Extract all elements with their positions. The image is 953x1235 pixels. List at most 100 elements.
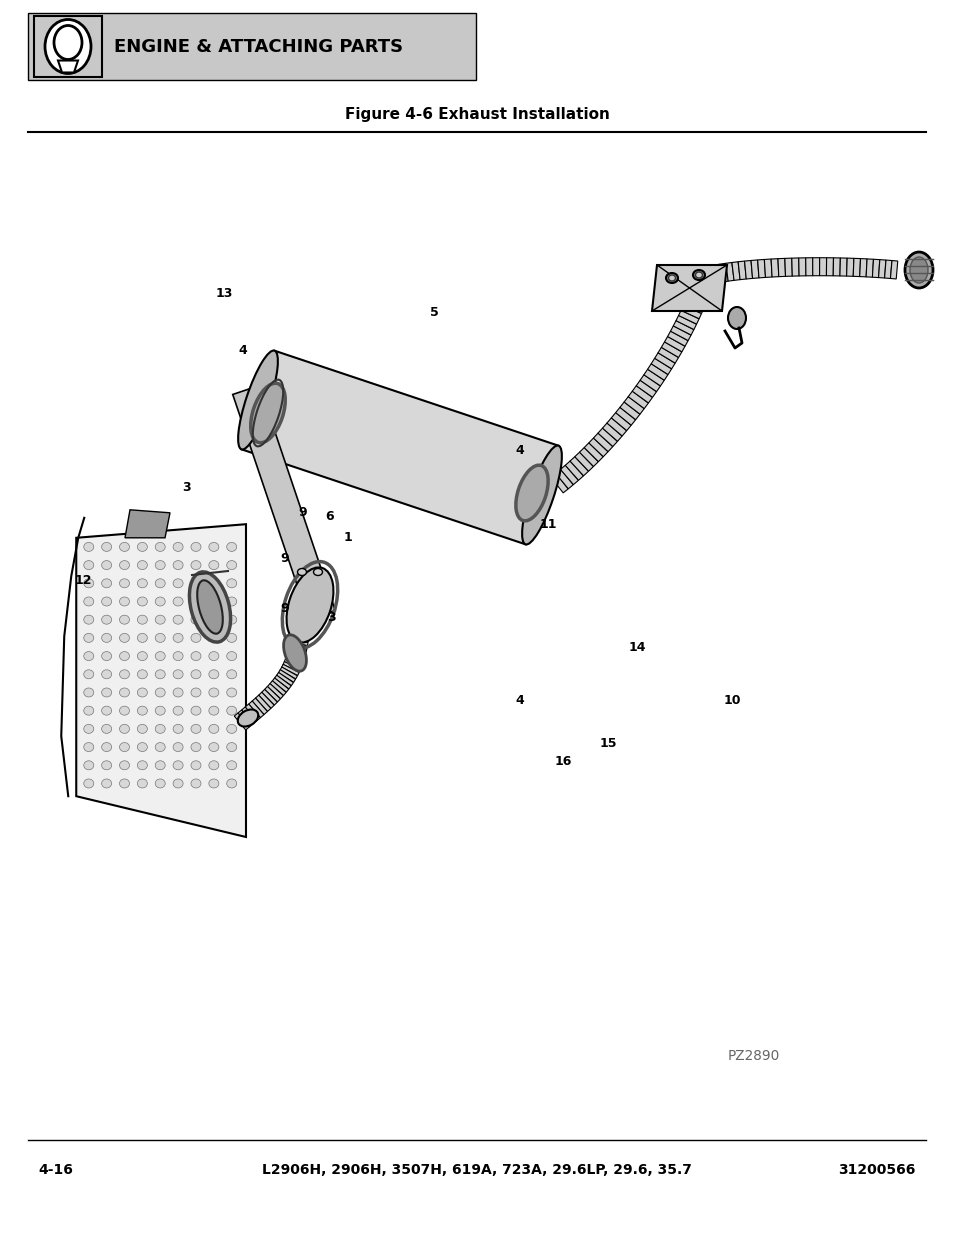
Polygon shape <box>720 263 727 282</box>
Text: 6: 6 <box>324 510 334 522</box>
Ellipse shape <box>209 742 218 752</box>
Ellipse shape <box>191 669 201 679</box>
Polygon shape <box>750 259 759 278</box>
Ellipse shape <box>137 669 147 679</box>
Polygon shape <box>583 443 602 462</box>
Ellipse shape <box>238 351 277 450</box>
Polygon shape <box>258 692 274 709</box>
Text: 3: 3 <box>181 482 191 494</box>
Ellipse shape <box>227 652 236 661</box>
Ellipse shape <box>155 597 165 606</box>
Ellipse shape <box>191 725 201 734</box>
Ellipse shape <box>172 779 183 788</box>
Polygon shape <box>628 391 648 409</box>
Ellipse shape <box>155 579 165 588</box>
Polygon shape <box>763 259 771 278</box>
Polygon shape <box>615 408 635 425</box>
Ellipse shape <box>137 542 147 551</box>
Ellipse shape <box>155 779 165 788</box>
Ellipse shape <box>119 688 130 697</box>
Ellipse shape <box>119 706 130 715</box>
Ellipse shape <box>665 273 678 283</box>
Ellipse shape <box>227 597 236 606</box>
Polygon shape <box>731 262 740 280</box>
Ellipse shape <box>155 761 165 769</box>
Ellipse shape <box>227 688 236 697</box>
Polygon shape <box>859 258 866 277</box>
Polygon shape <box>593 433 612 452</box>
Polygon shape <box>878 259 885 278</box>
Ellipse shape <box>119 669 130 679</box>
Polygon shape <box>570 457 588 475</box>
Ellipse shape <box>191 615 201 624</box>
Polygon shape <box>743 261 752 279</box>
Ellipse shape <box>227 579 236 588</box>
Ellipse shape <box>172 706 183 715</box>
Polygon shape <box>632 385 652 403</box>
Polygon shape <box>272 678 289 692</box>
Polygon shape <box>285 656 303 666</box>
Polygon shape <box>651 358 671 374</box>
Ellipse shape <box>227 779 236 788</box>
Text: 9: 9 <box>297 506 307 519</box>
Text: 4: 4 <box>238 345 248 357</box>
Text: ENGINE & ATTACHING PARTS: ENGINE & ATTACHING PARTS <box>113 37 403 56</box>
Polygon shape <box>559 466 578 484</box>
Text: 4: 4 <box>515 445 524 457</box>
Ellipse shape <box>209 597 218 606</box>
Ellipse shape <box>119 634 130 642</box>
Polygon shape <box>832 258 840 275</box>
Polygon shape <box>611 412 631 431</box>
Ellipse shape <box>102 579 112 588</box>
Ellipse shape <box>155 725 165 734</box>
Polygon shape <box>690 282 711 293</box>
Polygon shape <box>274 676 291 689</box>
Text: PZ2890: PZ2890 <box>727 1049 779 1063</box>
Polygon shape <box>889 261 897 279</box>
Ellipse shape <box>209 652 218 661</box>
Ellipse shape <box>197 580 223 634</box>
Ellipse shape <box>137 706 147 715</box>
Polygon shape <box>58 61 78 73</box>
Ellipse shape <box>84 597 93 606</box>
Polygon shape <box>684 295 705 309</box>
Ellipse shape <box>137 634 147 642</box>
Ellipse shape <box>191 561 201 569</box>
Ellipse shape <box>137 779 147 788</box>
Polygon shape <box>865 259 873 277</box>
Polygon shape <box>602 422 621 441</box>
Polygon shape <box>249 701 264 718</box>
Ellipse shape <box>155 561 165 569</box>
Polygon shape <box>667 331 687 346</box>
Ellipse shape <box>286 567 334 642</box>
Ellipse shape <box>84 779 93 788</box>
Polygon shape <box>241 351 558 545</box>
Ellipse shape <box>314 568 322 576</box>
Polygon shape <box>708 266 717 284</box>
Polygon shape <box>636 380 656 398</box>
Text: L2906H, 2906H, 3507H, 619A, 723A, 29.6LP, 29.6, 35.7: L2906H, 2906H, 3507H, 619A, 723A, 29.6LP… <box>262 1163 691 1177</box>
Polygon shape <box>270 680 286 695</box>
Text: 4-16: 4-16 <box>38 1163 72 1177</box>
Ellipse shape <box>119 779 130 788</box>
Polygon shape <box>825 258 833 275</box>
Polygon shape <box>883 261 891 278</box>
Polygon shape <box>643 369 663 385</box>
Ellipse shape <box>54 26 82 59</box>
Polygon shape <box>290 640 308 646</box>
Ellipse shape <box>172 597 183 606</box>
Ellipse shape <box>137 652 147 661</box>
Polygon shape <box>241 706 256 724</box>
Text: 14: 14 <box>628 641 645 653</box>
Ellipse shape <box>137 725 147 734</box>
Ellipse shape <box>191 597 201 606</box>
Polygon shape <box>289 642 307 648</box>
Ellipse shape <box>84 561 93 569</box>
Ellipse shape <box>695 272 701 278</box>
Ellipse shape <box>209 615 218 624</box>
Polygon shape <box>588 438 607 457</box>
Polygon shape <box>654 353 675 369</box>
Ellipse shape <box>297 568 306 576</box>
Ellipse shape <box>102 652 112 661</box>
Ellipse shape <box>521 446 561 545</box>
